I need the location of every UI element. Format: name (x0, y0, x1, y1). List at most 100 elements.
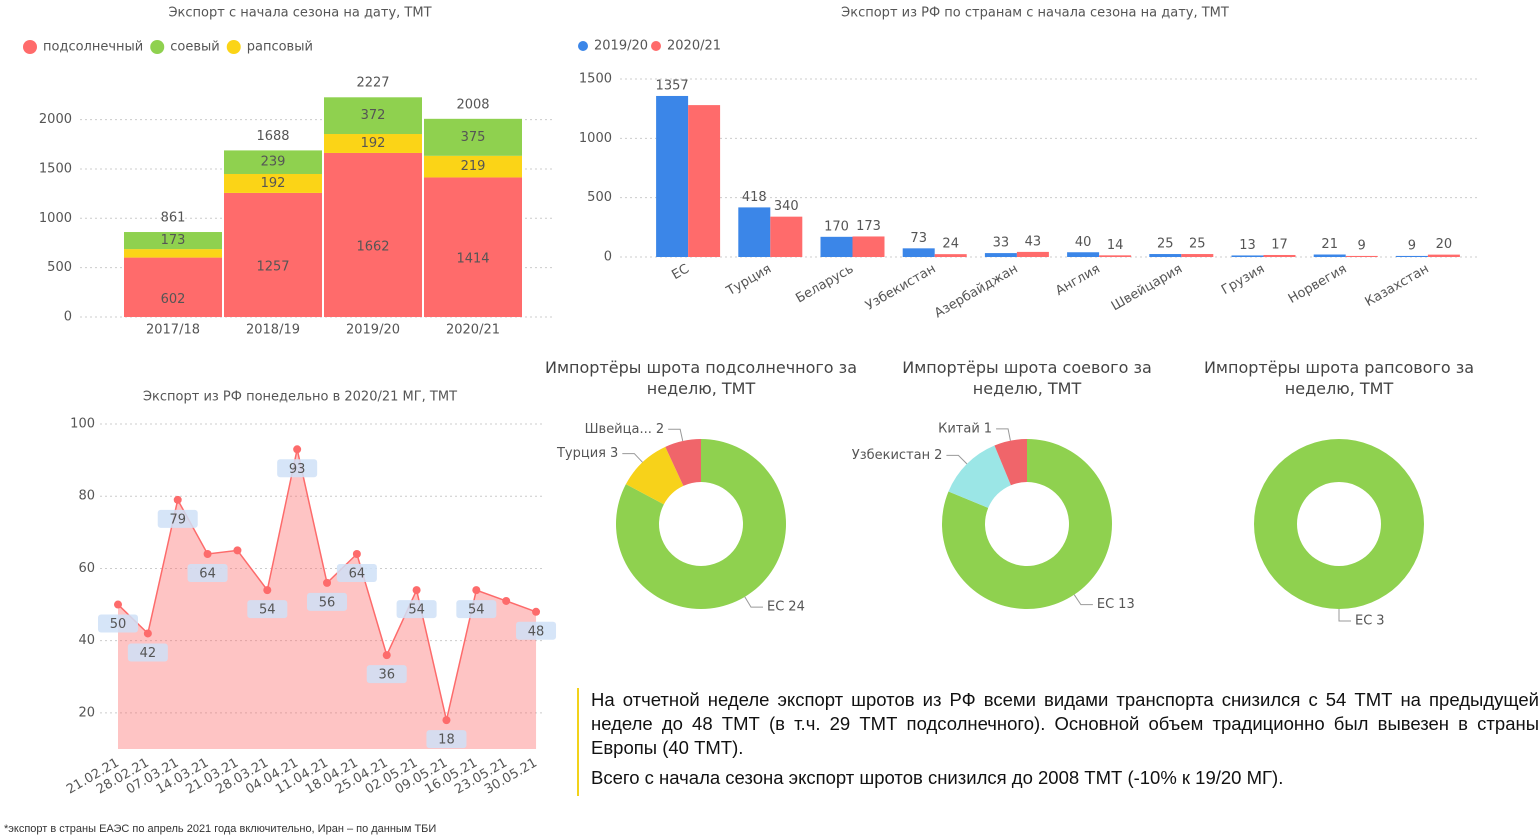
point (263, 586, 272, 595)
data-label: 54 (408, 603, 425, 618)
data-label: 13 (1239, 238, 1256, 253)
point (143, 629, 152, 638)
label-box (516, 621, 557, 640)
label-box (456, 600, 497, 619)
data-label: 192 (261, 176, 286, 191)
paragraph: На отчетной неделе экспорт шротов из РФ … (591, 689, 1539, 758)
commentary: На отчетной неделе экспорт шротов из РФ … (577, 688, 1539, 796)
chart-title: Экспорт с начала сезона на дату, ТМТ (168, 6, 431, 21)
bar-segment (324, 152, 422, 317)
bar (852, 236, 885, 257)
data-label: 1357 (656, 78, 689, 93)
data-label: 340 (774, 199, 799, 214)
legend-marker (150, 40, 165, 54)
leader-line (668, 428, 684, 442)
legend-marker (651, 41, 662, 51)
total-label: 861 (161, 211, 186, 226)
donut-slice (616, 439, 787, 610)
slice-label: ЕС (1355, 614, 1372, 629)
slice-label: ЕС (1097, 597, 1114, 612)
y-tick-label: 500 (587, 190, 612, 205)
bar (1345, 255, 1378, 257)
donut-title: Импортёры шрота подсолнечного за неделю,… (544, 358, 857, 398)
slice-value: 1 (984, 421, 992, 436)
leader-line (622, 453, 643, 463)
legend-marker (226, 40, 241, 54)
point (293, 445, 302, 454)
bar-segment (124, 232, 222, 250)
bar-segment (324, 134, 422, 153)
bar (1181, 254, 1214, 257)
footnote: *экспорт в страны ЕАЭС по апрель 2021 го… (4, 823, 437, 835)
data-label: 173 (856, 219, 881, 234)
bar-segment (224, 173, 322, 193)
label-box (426, 730, 467, 749)
point (323, 578, 332, 587)
point (114, 600, 122, 609)
label-box (187, 564, 228, 582)
point (472, 586, 481, 595)
point (532, 607, 541, 616)
label-box (127, 643, 168, 662)
data-label: 17 (1271, 237, 1288, 252)
label-box (336, 564, 377, 582)
bar (1149, 254, 1182, 257)
legend-marker (23, 40, 37, 54)
data-label: 602 (161, 292, 186, 307)
slice-label: Узбекистан (852, 448, 930, 463)
bar (1099, 255, 1132, 257)
bar-segment (224, 150, 322, 174)
slice-value: 2 (934, 448, 942, 463)
data-label: 64 (199, 567, 216, 582)
point (502, 596, 511, 605)
data-label: 73 (910, 231, 927, 246)
x-tick-label: Грузия (1219, 262, 1267, 299)
bar (770, 216, 803, 257)
data-label: 239 (261, 155, 286, 170)
data-label: 40 (1075, 235, 1092, 250)
data-label: 36 (378, 668, 395, 683)
bar-segment (424, 118, 522, 156)
data-label: 25 (1189, 237, 1206, 252)
data-label: 18 (438, 733, 455, 748)
total-label: 2008 (456, 97, 489, 112)
data-label: 24 (942, 237, 959, 252)
data-label: 56 (319, 595, 336, 610)
total-label: 2227 (356, 76, 389, 91)
bar (1313, 254, 1346, 257)
legend-label: соевый (170, 40, 219, 55)
data-label: 170 (824, 219, 849, 234)
data-label: 79 (169, 512, 186, 527)
donut-title: Импортёры шрота рапсового за неделю, ТМТ (1203, 358, 1475, 398)
y-tick-label: 80 (78, 489, 95, 504)
label-box (396, 600, 437, 619)
paragraph: Всего с начала сезона экспорт шротов сни… (591, 767, 1284, 788)
bar-segment (124, 249, 222, 258)
total-label: 1688 (256, 129, 289, 144)
bar (688, 105, 721, 258)
x-tick-label: Швейцария (1109, 262, 1185, 315)
slice-label: Швейца... (585, 422, 652, 437)
y-tick-label: 0 (64, 310, 72, 325)
bar (820, 236, 853, 257)
donut-slice (1254, 439, 1424, 609)
point (382, 651, 391, 660)
bar (902, 248, 935, 257)
y-tick-label: 1500 (39, 161, 72, 176)
point (412, 586, 421, 595)
data-label: 192 (361, 136, 386, 151)
x-tick-label: 2018/19 (246, 323, 300, 338)
x-tick-label: ЕС (669, 262, 691, 284)
slice-value: 24 (788, 600, 805, 615)
bar (1067, 252, 1100, 257)
y-tick-label: 40 (78, 633, 95, 648)
label-box (98, 614, 138, 633)
donut-slice (948, 445, 1011, 508)
bar (1231, 255, 1264, 257)
bar (1263, 254, 1296, 257)
data-label: 9 (1358, 238, 1366, 253)
x-tick-label: 2020/21 (446, 323, 500, 338)
donut-title: Импортёры шрота соевого за неделю, ТМТ (902, 358, 1152, 398)
donut-slice (625, 446, 684, 505)
y-tick-label: 1000 (39, 211, 72, 226)
